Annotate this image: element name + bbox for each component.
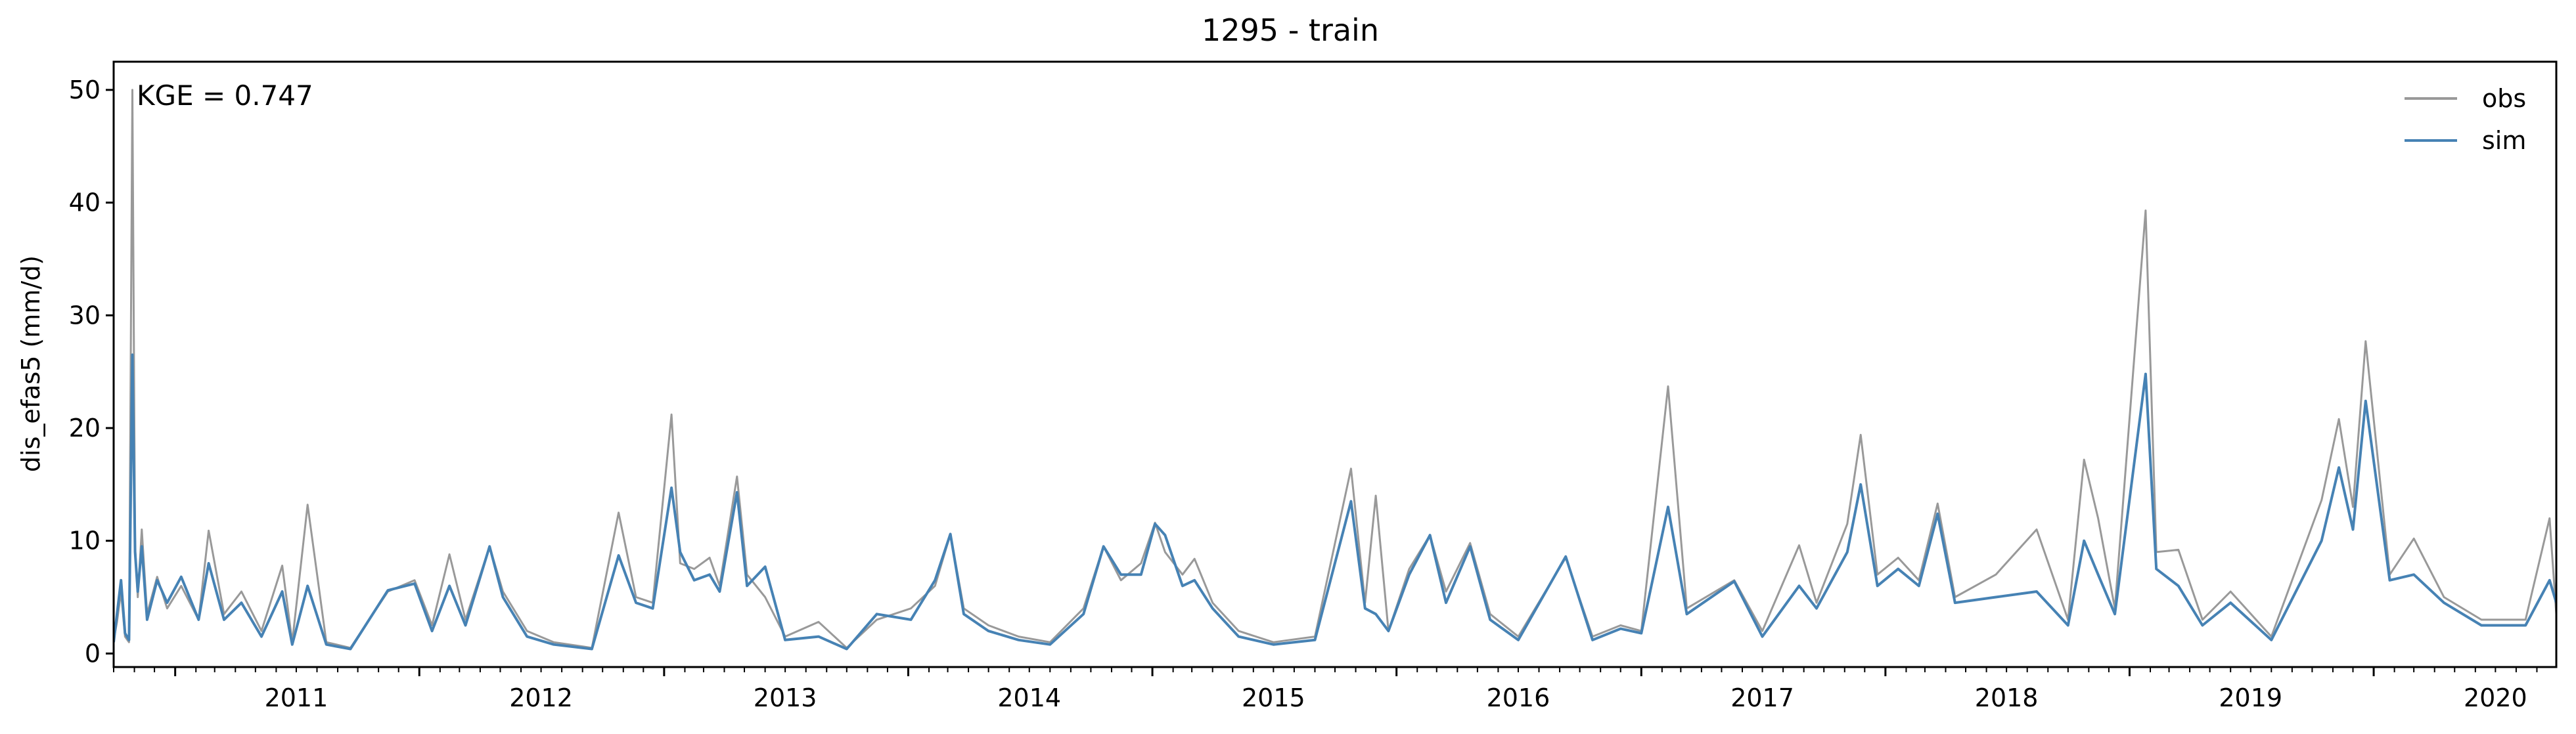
y-tick-label: 30 bbox=[69, 301, 101, 330]
legend-label-obs: obs bbox=[2482, 84, 2526, 113]
x-tick-label: 2017 bbox=[1730, 683, 1794, 712]
y-axis-label: dis_efas5 (mm/d) bbox=[16, 255, 45, 472]
y-axis: 0 10 20 30 40 50 bbox=[69, 76, 114, 668]
x-tick-label: 2014 bbox=[997, 683, 1061, 712]
x-tick-label: 2015 bbox=[1242, 683, 1305, 712]
x-tick-label: 2013 bbox=[754, 683, 817, 712]
y-tick-label: 0 bbox=[85, 639, 101, 668]
legend-label-sim: sim bbox=[2482, 126, 2526, 155]
y-tick-label: 40 bbox=[69, 188, 101, 217]
y-tick-label: 10 bbox=[69, 527, 101, 555]
x-tick-label: 2019 bbox=[2219, 683, 2282, 712]
x-tick-label: 2018 bbox=[1975, 683, 2039, 712]
x-tick-label: 2012 bbox=[509, 683, 573, 712]
series-line-sim bbox=[114, 353, 2556, 651]
kge-annotation: KGE = 0.747 bbox=[137, 79, 313, 112]
x-tick-label: 2016 bbox=[1487, 683, 1550, 712]
y-tick-label: 20 bbox=[69, 414, 101, 443]
x-tick-label: 2011 bbox=[265, 683, 328, 712]
series-line-obs bbox=[114, 89, 2556, 649]
y-tick-label: 50 bbox=[69, 76, 101, 104]
x-axis: 2011 2012 2013 2014 2015 2016 2017 2018 2019 2020 bbox=[113, 667, 2538, 712]
plot-area bbox=[114, 89, 2556, 651]
legend: obs sim bbox=[2405, 84, 2526, 155]
x-tick-label: 2020 bbox=[2464, 683, 2527, 712]
chart-title: 1295 - train bbox=[1202, 12, 1379, 48]
series-layer bbox=[114, 89, 2556, 651]
